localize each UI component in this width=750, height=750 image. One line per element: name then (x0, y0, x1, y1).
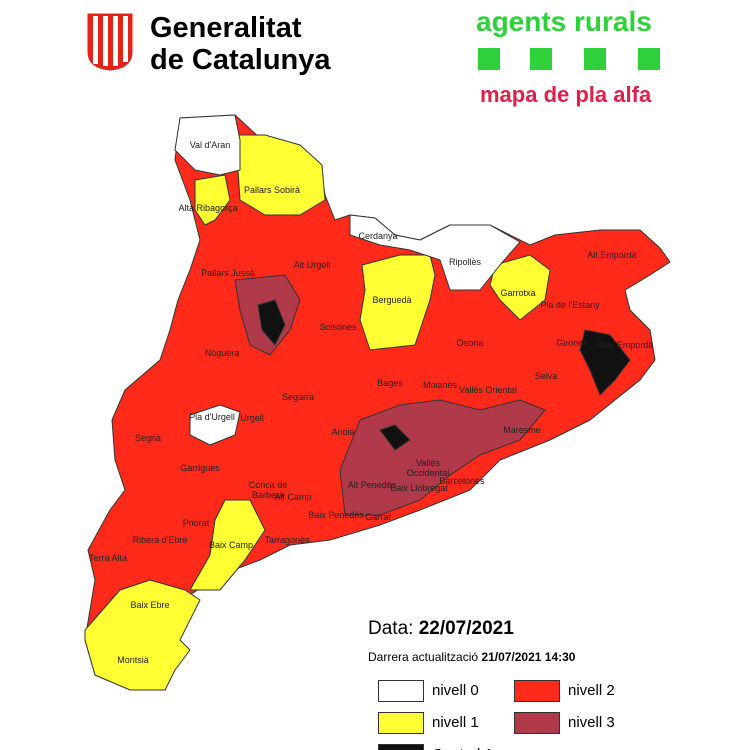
brand: agents rurals (476, 6, 652, 37)
region-label: Pla d'Urgell (189, 412, 235, 422)
region-label: Berguedà (372, 295, 412, 305)
control-area (579, 329, 631, 396)
logo-stripe (103, 16, 108, 66)
squares (478, 48, 660, 70)
region-label: Baix Llobregat (390, 483, 448, 493)
legend-label: nivell 0 (432, 682, 479, 699)
region-label: Solsonès (319, 322, 357, 332)
region-level0 (189, 404, 241, 446)
region-label: Alt Empordà (587, 250, 637, 260)
region-label: Pallars Jussà (201, 268, 255, 278)
logo-shield (87, 13, 133, 71)
region-label: Priorat (182, 518, 210, 528)
region-label: Moianès (422, 380, 458, 390)
region-label: Garrotxa (500, 288, 536, 298)
region-label: Baix Camp (208, 540, 253, 550)
legend-swatch (514, 712, 560, 734)
region-label: Garraf (365, 512, 391, 522)
region-label: Pallars Sobirà (243, 185, 301, 195)
region-label: Alta Ribagorça (178, 203, 238, 213)
green-square (584, 48, 606, 70)
org-line2: de Catalunya (150, 44, 331, 76)
region-level1 (234, 134, 326, 216)
region-label: Vallès Oriental (459, 385, 517, 395)
region-label: Vallès Occidental (406, 458, 450, 478)
region-label: Bages (377, 378, 403, 388)
region-level1 (84, 579, 201, 691)
region-label: Pla de l'Estany (540, 300, 600, 310)
region-label: Selva (534, 371, 558, 381)
legend-label: nivell 3 (568, 714, 615, 731)
region-label: Urgell (240, 413, 264, 423)
region-label: Baix Penedès (308, 510, 364, 520)
region-level1 (189, 499, 266, 591)
region-label: Anoia (331, 427, 355, 437)
region-label: Segrià (134, 433, 161, 443)
region-label: Barcelonès (439, 476, 485, 486)
legend-label: Control Accessos (432, 746, 548, 750)
green-square (530, 48, 552, 70)
green-square (478, 48, 500, 70)
region-label: Alt Camp (274, 492, 312, 502)
legend-swatch (378, 680, 424, 702)
region-label: Val d'Aran (189, 140, 231, 150)
region-level1 (194, 174, 231, 226)
control-area (257, 299, 286, 346)
region-label: Gironès (556, 338, 588, 348)
region-label: Tarragonès (264, 535, 310, 545)
legend-label: nivell 2 (568, 682, 615, 699)
control-area (379, 424, 411, 451)
region-label: Terra Alta (88, 553, 128, 563)
logo-stripe (93, 16, 98, 64)
region-label: Noguera (204, 348, 240, 358)
region-label: Montsià (117, 655, 149, 665)
logo-stripe (113, 16, 118, 66)
region-level1 (489, 254, 551, 321)
region-label: Conca de Barberà (248, 480, 288, 500)
region-label: Ribera d'Ebre (132, 535, 188, 545)
region-label: Maresme (503, 425, 541, 435)
region-label: Baix Ebre (130, 600, 170, 610)
date-label: Data: (368, 618, 414, 639)
update-label: Darrera actualització (368, 650, 479, 664)
legend-swatch (514, 680, 560, 702)
region-label: Baix Empordà (596, 340, 654, 350)
region-level0 (174, 114, 241, 176)
region-level1 (359, 254, 436, 351)
region-label: Segarra (281, 392, 315, 402)
logo (87, 13, 133, 71)
update-row: Darrera actualització 21/07/2021 14:30 (368, 650, 575, 664)
region-label: Alt Urgell (293, 260, 331, 270)
logo-stripe (123, 16, 128, 62)
region-label: Alt Penedès (347, 480, 397, 490)
region-label: Cerdanya (358, 231, 398, 241)
legend-swatch (378, 744, 424, 750)
region-label: Osona (456, 338, 484, 348)
legend-swatch (378, 712, 424, 734)
org-line1: Generalitat (150, 12, 302, 44)
date: 22/07/2021 (418, 618, 514, 639)
subtitle: mapa de pla alfa (480, 82, 652, 107)
green-square (638, 48, 660, 70)
update: 21/07/2021 14:30 (481, 650, 576, 664)
regions (84, 114, 671, 691)
region-label: Ripollès (448, 257, 481, 267)
date-row: Data: 22/07/2021 (368, 618, 514, 640)
region-label: Garrigues (180, 463, 220, 473)
region-level0 (349, 214, 521, 291)
legend-label: nivell 1 (432, 714, 479, 731)
